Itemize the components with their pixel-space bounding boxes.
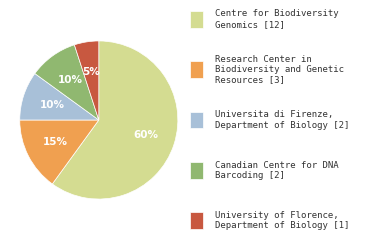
FancyBboxPatch shape (190, 61, 203, 78)
Wedge shape (20, 73, 99, 120)
FancyBboxPatch shape (190, 212, 203, 229)
Text: 60%: 60% (133, 130, 158, 140)
FancyBboxPatch shape (190, 162, 203, 179)
Text: 5%: 5% (82, 66, 100, 77)
Wedge shape (35, 45, 99, 120)
Text: Universita di Firenze,
Department of Biology [2]: Universita di Firenze, Department of Bio… (215, 110, 349, 130)
Text: Research Center in
Biodiversity and Genetic
Resources [3]: Research Center in Biodiversity and Gene… (215, 55, 344, 84)
Text: Canadian Centre for DNA
Barcoding [2]: Canadian Centre for DNA Barcoding [2] (215, 161, 338, 180)
Text: University of Florence,
Department of Biology [1]: University of Florence, Department of Bi… (215, 211, 349, 230)
Wedge shape (74, 41, 99, 120)
Text: 10%: 10% (40, 100, 65, 110)
Text: 15%: 15% (43, 137, 68, 147)
Text: Centre for Biodiversity
Genomics [12]: Centre for Biodiversity Genomics [12] (215, 10, 338, 29)
Text: 10%: 10% (57, 75, 82, 85)
Wedge shape (20, 120, 99, 184)
Wedge shape (52, 41, 178, 199)
FancyBboxPatch shape (190, 112, 203, 128)
FancyBboxPatch shape (190, 11, 203, 28)
